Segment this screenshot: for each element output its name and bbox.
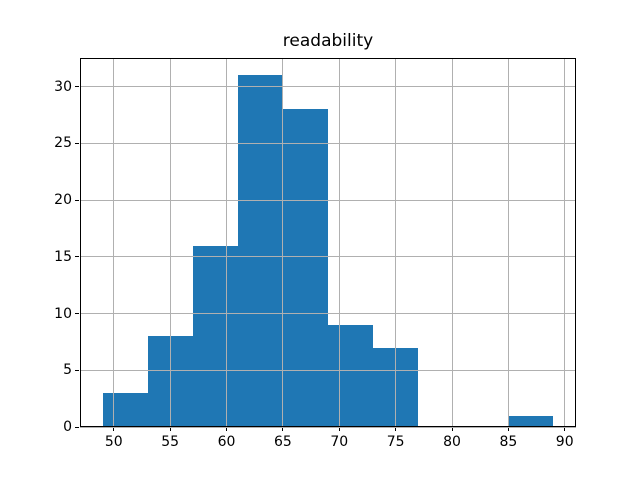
x-tick-mark: [113, 427, 115, 432]
x-tick-mark: [169, 427, 171, 432]
x-tick-label: 55: [161, 434, 180, 451]
y-tick-mark: [75, 369, 79, 371]
y-gridline: [80, 426, 576, 428]
x-tick-mark: [564, 427, 566, 432]
y-tick-mark: [75, 199, 79, 201]
y-gridline: [80, 86, 576, 88]
x-tick-label: 50: [104, 434, 123, 451]
y-tick-label: 5: [63, 362, 72, 379]
x-gridline: [451, 57, 453, 428]
y-tick-mark: [75, 426, 79, 428]
x-tick-mark: [282, 427, 284, 432]
plot-area: [80, 57, 576, 428]
x-tick-label: 70: [330, 434, 349, 451]
x-tick-mark: [507, 427, 509, 432]
y-tick-label: 30: [54, 78, 72, 95]
y-tick-mark: [75, 256, 79, 258]
y-gridline: [80, 199, 576, 201]
x-tick-label: 75: [386, 434, 405, 451]
y-tick-label: 15: [54, 248, 72, 265]
hist-bar: [237, 75, 283, 428]
x-tick-label: 60: [217, 434, 236, 451]
y-gridline: [80, 369, 576, 371]
y-tick-mark: [75, 142, 79, 144]
x-gridline: [395, 57, 397, 428]
x-tick-label: 85: [499, 434, 518, 451]
x-tick-mark: [395, 427, 397, 432]
x-gridline: [282, 57, 284, 428]
x-gridline: [226, 57, 228, 428]
hist-bar: [328, 325, 374, 428]
x-tick-mark: [451, 427, 453, 432]
y-tick-label: 0: [63, 419, 72, 436]
y-tick-label: 10: [54, 305, 72, 322]
x-gridline: [507, 57, 509, 428]
y-gridline: [80, 142, 576, 144]
x-tick-mark: [338, 427, 340, 432]
x-tick-label: 65: [273, 434, 292, 451]
y-gridline: [80, 256, 576, 258]
hist-bar: [192, 245, 238, 428]
hist-bar: [102, 393, 148, 428]
hist-bar: [508, 415, 554, 428]
x-tick-label: 80: [443, 434, 461, 451]
x-gridline: [564, 57, 566, 428]
hist-bar: [282, 109, 328, 428]
x-gridline: [338, 57, 340, 428]
x-tick-label: 90: [555, 434, 574, 451]
x-tick-mark: [226, 427, 228, 432]
y-tick-mark: [75, 86, 79, 88]
y-tick-mark: [75, 313, 79, 315]
y-tick-label: 20: [54, 192, 72, 209]
x-gridline: [169, 57, 171, 428]
y-gridline: [80, 313, 576, 315]
y-tick-label: 25: [54, 135, 72, 152]
x-gridline: [113, 57, 115, 428]
chart-title: readability: [282, 31, 374, 51]
